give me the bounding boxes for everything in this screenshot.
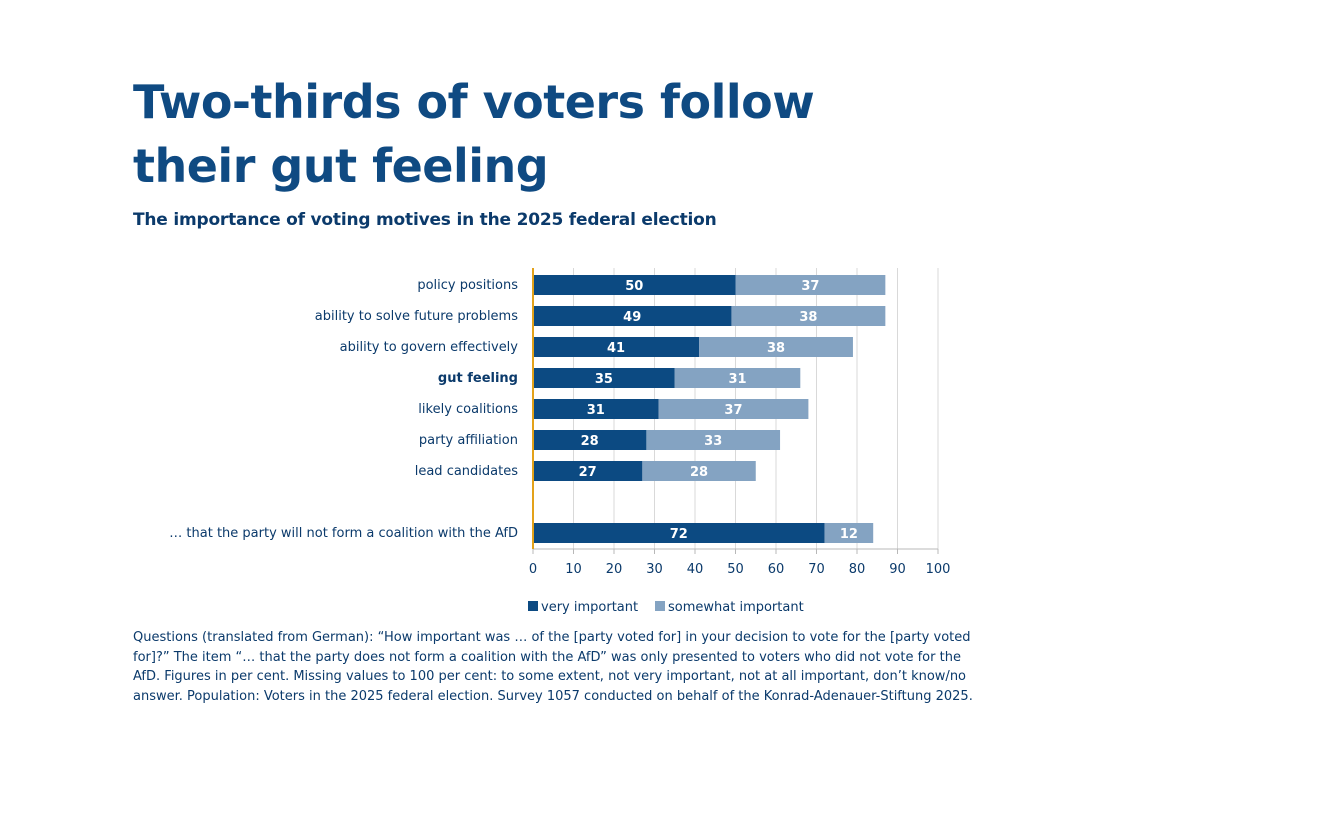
x-tick-label: 0	[529, 562, 537, 577]
category-label: ability to govern effectively	[340, 340, 519, 355]
x-tick-label: 20	[606, 562, 623, 577]
bar-segment	[646, 430, 781, 450]
category-label: likely coalitions	[418, 402, 518, 417]
legend-label: somewhat important	[668, 600, 804, 615]
data-label: 12	[840, 527, 858, 542]
data-label: 37	[801, 279, 819, 294]
bar-segment	[533, 275, 736, 295]
data-label: 38	[767, 341, 785, 356]
category-label: lead candidates	[415, 464, 518, 479]
legend-swatch-somewhat-important	[655, 601, 665, 611]
bar-segment	[533, 306, 732, 326]
bar-segment	[533, 430, 647, 450]
data-label: 35	[595, 372, 613, 387]
x-tick-label: 90	[889, 562, 906, 577]
bar-segment	[533, 399, 659, 419]
bar-segment	[674, 368, 801, 388]
data-label: 31	[728, 372, 746, 387]
category-label: ability to solve future problems	[315, 309, 518, 324]
data-label: 50	[625, 279, 643, 294]
bar-segment	[735, 275, 886, 295]
data-label: 38	[799, 310, 817, 325]
bar-segment	[533, 368, 675, 388]
category-label: gut feeling	[438, 371, 518, 386]
x-tick-label: 100	[926, 562, 951, 577]
x-tick-label: 30	[646, 562, 663, 577]
x-tick-label: 60	[768, 562, 785, 577]
data-label: 49	[623, 310, 641, 325]
legend-swatch-very-important	[528, 601, 538, 611]
bar-segment	[824, 523, 874, 543]
x-tick-label: 40	[687, 562, 704, 577]
x-tick-label: 70	[808, 562, 825, 577]
chart-title: Two-thirds of voters follow their gut fe…	[133, 75, 815, 193]
data-label: 72	[670, 527, 688, 542]
data-label: 27	[579, 465, 597, 480]
x-tick-label: 80	[849, 562, 866, 577]
data-label: 31	[587, 403, 605, 418]
x-tick-label: 10	[565, 562, 582, 577]
chart-subtitle: The importance of voting motives in the …	[133, 210, 717, 230]
data-label: 33	[704, 434, 722, 449]
x-tick-label: 50	[727, 562, 744, 577]
bar-segment	[658, 399, 809, 419]
data-label: 41	[607, 341, 625, 356]
bar-segment	[731, 306, 886, 326]
footnote: Questions (translated from German): “How…	[133, 630, 973, 704]
bar-segment	[533, 337, 700, 357]
data-label: 28	[690, 465, 708, 480]
bar-segment	[533, 461, 643, 481]
bar-segment	[533, 523, 825, 543]
stacked-bar-chart: 50 37 policy positions 49 38 ability to solve…	[169, 268, 951, 615]
legend-label: very important	[541, 600, 638, 615]
data-label: 37	[724, 403, 742, 418]
category-label: … that the party will not form a coaliti…	[169, 526, 518, 541]
category-label: policy positions	[417, 278, 518, 293]
bar-segment	[699, 337, 853, 357]
category-label: party affiliation	[419, 433, 518, 448]
bar-segment	[642, 461, 756, 481]
data-label: 28	[581, 434, 599, 449]
